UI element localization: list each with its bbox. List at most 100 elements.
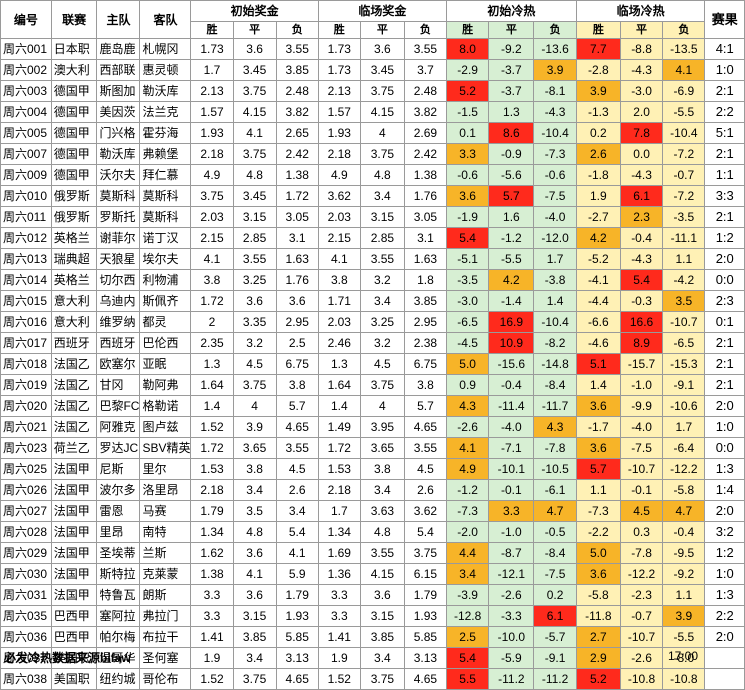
match-id: 周六004 (0, 101, 52, 123)
away-team: 克莱蒙 (139, 563, 192, 585)
header-id: 编号 (0, 0, 52, 39)
table-row: 周六038 美国职 纽约城 哥伦布 1.52 3.75 4.65 1.52 3.75 4.65 5.… (0, 668, 745, 690)
table-row: 周六029 法国甲 圣埃蒂 兰斯 1.62 3.6 4.1 1.69 3.55 3.75 4.4 -8… (0, 542, 745, 564)
init-odds-win: 2.03 (190, 206, 234, 228)
live-heat-draw: 6.1 (619, 185, 664, 207)
sub-lh-loss: 负 (662, 21, 706, 39)
init-heat-loss: -7.8 (533, 437, 577, 459)
live-heat-win: -4.4 (575, 290, 621, 312)
live-heat-draw: -0.4 (619, 227, 664, 249)
live-odds-loss: 1.63 (403, 248, 447, 270)
league-name: 法国甲 (50, 500, 98, 522)
away-team: 洛里昂 (139, 479, 192, 501)
match-result: 1:0 (704, 563, 745, 585)
live-odds-draw: 3.55 (359, 542, 405, 564)
live-heat-draw: -8.8 (619, 38, 664, 60)
league-name: 美国职 (50, 668, 98, 690)
home-team: 尼斯 (96, 458, 141, 480)
init-heat-win: -1.5 (445, 101, 490, 123)
live-odds-loss: 3.8 (403, 374, 447, 396)
match-result: 3:3 (704, 185, 745, 207)
match-id: 周六012 (0, 227, 52, 249)
live-heat-loss: -5.8 (662, 479, 706, 501)
live-odds-loss: 3.62 (403, 500, 447, 522)
match-result: 2:0 (704, 626, 745, 648)
match-id: 周六019 (0, 374, 52, 396)
sub-ih-loss: 负 (533, 21, 577, 39)
live-heat-win: 5.0 (575, 542, 621, 564)
live-heat-loss: 1.7 (662, 416, 706, 438)
sub-lh-draw: 平 (619, 21, 664, 39)
table-row: 周六019 法国乙 甘冈 勒阿弗 1.64 3.75 3.8 1.64 3.75 3.8 0.9 -0… (0, 374, 745, 396)
table-row: 周六004 德国甲 美因茨 法兰克 1.57 4.15 3.82 1.57 4.15 3.82 -1… (0, 101, 745, 123)
live-odds-loss: 5.85 (403, 626, 447, 648)
header-row: 编号 联赛 主队 客队 初始奖金 临场奖金 初始冷热 临场冷热 赛果 (0, 0, 745, 39)
live-heat-loss: 3.9 (662, 605, 706, 627)
home-team: 圣埃蒂 (96, 542, 141, 564)
live-heat-win: 5.1 (575, 353, 621, 375)
live-heat-loss: -0.7 (662, 164, 706, 186)
live-heat-draw: -4.0 (619, 416, 664, 438)
home-team: 阿雅克 (96, 416, 141, 438)
init-heat-win: 5.5 (445, 668, 490, 690)
init-heat-draw: -3.3 (488, 605, 535, 627)
init-heat-win: -2.9 (445, 59, 490, 81)
away-team: 勒沃库 (139, 80, 192, 102)
init-heat-win: -0.6 (445, 164, 490, 186)
init-heat-draw: -1.0 (488, 521, 535, 543)
live-heat-loss: 1.1 (662, 248, 706, 270)
live-heat-draw: 7.8 (619, 122, 664, 144)
init-odds-loss: 3.85 (275, 59, 319, 81)
sub-ih-win: 胜 (445, 21, 490, 39)
table-row: 周六005 德国甲 门兴格 霍芬海 1.93 4.1 2.65 1.93 4 2.69 0.1 8.6… (0, 122, 745, 144)
live-heat-win: -5.2 (575, 248, 621, 270)
live-odds-loss: 4.5 (403, 458, 447, 480)
live-heat-draw: 2.0 (619, 101, 664, 123)
init-heat-draw: -2.6 (488, 584, 535, 606)
init-odds-draw: 4.8 (232, 164, 277, 186)
live-odds-draw: 3.6 (359, 584, 405, 606)
live-odds-win: 1.53 (317, 458, 361, 480)
init-heat-loss: -7.5 (533, 563, 577, 585)
live-heat-loss: -9.5 (662, 542, 706, 564)
init-odds-loss: 1.76 (275, 269, 319, 291)
match-result: 2:3 (704, 290, 745, 312)
header-result: 赛果 (704, 0, 745, 39)
live-heat-loss: -6.4 (662, 437, 706, 459)
init-heat-loss: -8.4 (533, 374, 577, 396)
match-result: 2:1 (704, 143, 745, 165)
away-team: 图卢兹 (139, 416, 192, 438)
init-heat-win: -1.2 (445, 479, 490, 501)
init-heat-loss: 3.9 (533, 59, 577, 81)
home-team: 美因茨 (96, 101, 141, 123)
init-odds-win: 3.3 (190, 605, 234, 627)
away-team: 诺丁汉 (139, 227, 192, 249)
live-heat-draw: 8.9 (619, 332, 664, 354)
table-row: 周六027 法国甲 雷恩 马赛 1.79 3.5 3.4 1.7 3.63 3.62 -7.3 3.3… (0, 500, 745, 522)
league-name: 意大利 (50, 311, 98, 333)
match-result: 5:1 (704, 122, 745, 144)
live-odds-win: 1.69 (317, 542, 361, 564)
init-heat-win: 2.5 (445, 626, 490, 648)
match-result: 1:4 (704, 479, 745, 501)
home-team: 斯图加 (96, 80, 141, 102)
init-odds-loss: 4.5 (275, 458, 319, 480)
init-heat-draw: 1.3 (488, 101, 535, 123)
table-row: 周六018 法国乙 欧塞尔 亚眠 1.3 4.5 6.75 1.3 4.5 6.75 5.0 -15.… (0, 353, 745, 375)
live-heat-draw: -10.7 (619, 626, 664, 648)
live-heat-loss: -8.0 (662, 647, 706, 669)
away-team: 格勒诺 (139, 395, 192, 417)
table-row: 周六031 法国甲 特鲁瓦 朗斯 3.3 3.6 1.79 3.3 3.6 1.79 -3.9 -2.… (0, 584, 745, 606)
league-name: 日本职 (50, 38, 98, 60)
match-result (704, 668, 745, 690)
init-heat-loss: -0.6 (533, 164, 577, 186)
live-odds-draw: 3.75 (359, 668, 405, 690)
match-result: 2:2 (704, 605, 745, 627)
init-odds-win: 1.73 (190, 38, 234, 60)
table-row: 周六015 意大利 乌迪内 斯佩齐 1.72 3.6 3.6 1.71 3.4 3.85 -3.0-… (0, 290, 745, 312)
away-team: 巴伦西 (139, 332, 192, 354)
init-odds-loss: 1.38 (275, 164, 319, 186)
live-heat-win: -1.3 (575, 101, 621, 123)
live-heat-loss: -10.8 (662, 668, 706, 690)
live-odds-win: 4.1 (317, 248, 361, 270)
